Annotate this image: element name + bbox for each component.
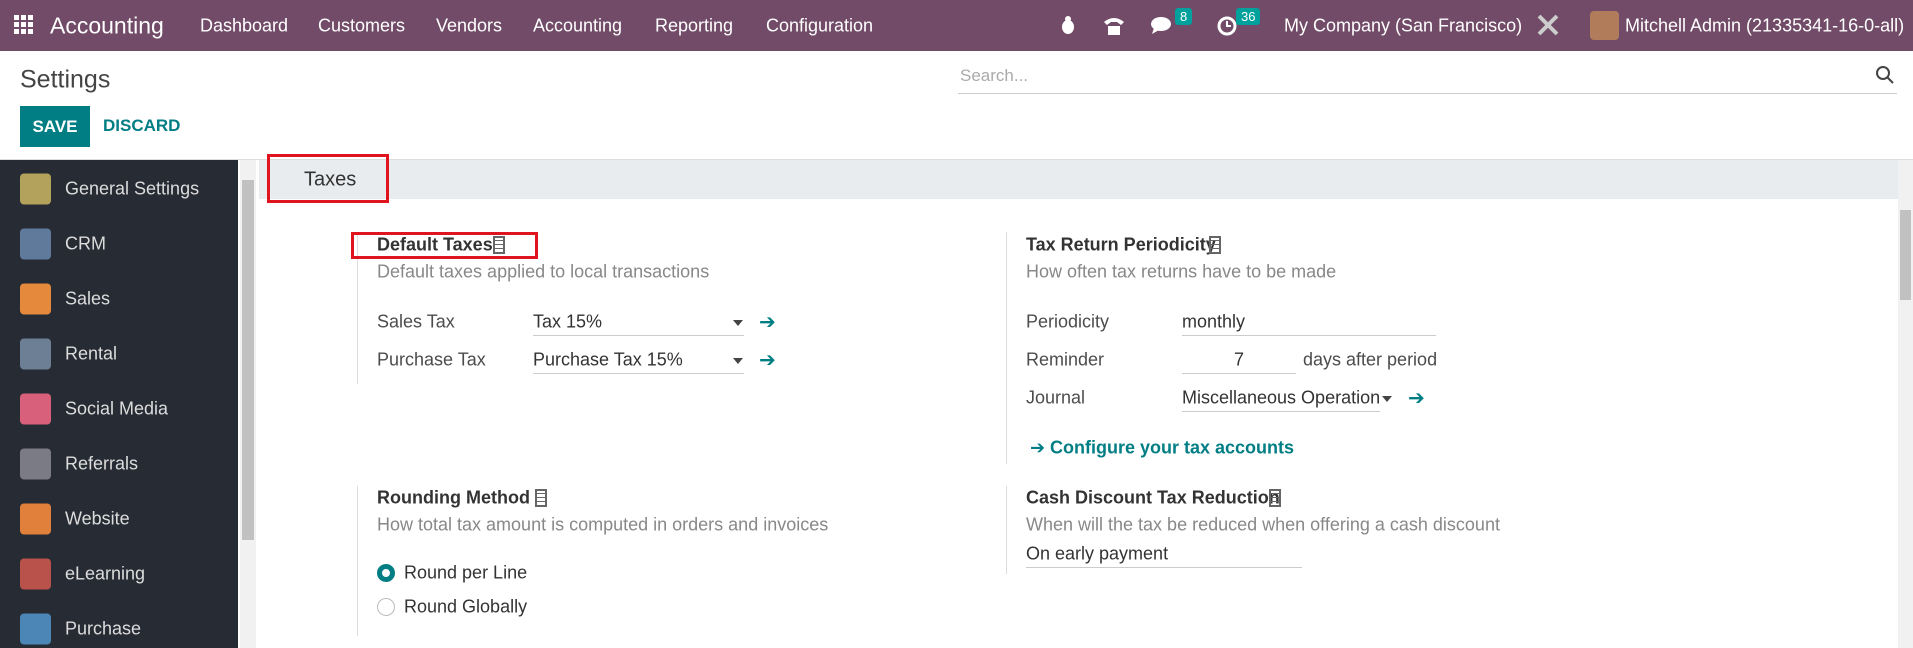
setting-border [1006, 486, 1007, 574]
sidebar-item[interactable]: Purchase [65, 618, 142, 639]
search-box[interactable]: Search... [958, 59, 1897, 94]
menu-item[interactable]: Reporting [655, 15, 734, 36]
sidebar-item[interactable]: eLearning [65, 563, 146, 584]
field-suffix: days after period [1303, 349, 1438, 370]
setting-border [1006, 232, 1007, 464]
radio-button[interactable] [377, 564, 395, 582]
company-switcher[interactable]: My Company (San Francisco) [1284, 15, 1523, 36]
open-record-arrow[interactable]: ➔ [759, 311, 776, 334]
field-label: Purchase Tax [377, 349, 486, 370]
setting-description: How total tax amount is computed in orde… [377, 514, 829, 535]
field-value: On early payment [1026, 543, 1169, 564]
app-name[interactable]: Accounting [50, 12, 164, 39]
menu-item[interactable]: Customers [318, 15, 406, 36]
menu-item[interactable]: Dashboard [200, 15, 289, 36]
apps-menu-icon[interactable] [14, 15, 34, 35]
activities-icon[interactable] [1216, 15, 1238, 37]
field-label: Reminder [1026, 349, 1105, 370]
tax-field[interactable]: Purchase Tax 15% [533, 347, 744, 374]
journal-field[interactable]: Miscellaneous Operations [1182, 385, 1393, 412]
search-icon[interactable] [1875, 65, 1895, 85]
page-title: Settings [20, 65, 111, 94]
app-icon [20, 338, 51, 370]
user-avatar[interactable] [1590, 11, 1619, 40]
divider [0, 159, 1913, 160]
app-icon [20, 613, 51, 645]
periodicity-field[interactable]: monthly [1182, 309, 1436, 336]
sidebar-item[interactable]: Website [65, 508, 130, 529]
sidebar-item[interactable]: Rental [65, 343, 118, 364]
radio-button[interactable] [377, 598, 395, 616]
dropdown-caret[interactable] [733, 320, 743, 326]
dropdown-caret[interactable] [1382, 396, 1392, 402]
company-icon [1209, 236, 1221, 254]
setting-title: Tax Return Periodicity [1026, 234, 1216, 255]
setting-description: How often tax returns have to be made [1026, 261, 1337, 282]
user-menu[interactable]: Mitchell Admin (21335341-16-0-all) [1625, 15, 1905, 36]
configure-link[interactable]: Configure your tax accounts [1050, 437, 1295, 458]
activities-badge: 36 [1236, 8, 1261, 25]
section-header [259, 160, 1898, 199]
company-icon [535, 489, 547, 507]
app-icon [20, 503, 51, 535]
debug-icon[interactable] [1058, 14, 1078, 36]
field-value: Purchase Tax 15% [533, 349, 683, 370]
phone-icon[interactable] [1102, 14, 1126, 36]
section-title: Taxes [304, 168, 357, 191]
reminder-field[interactable]: 7 [1182, 347, 1296, 374]
setting-border [357, 232, 358, 384]
app-icon [20, 558, 51, 590]
cash-discount-field[interactable]: On early payment [1026, 541, 1302, 568]
setting-description: Default taxes applied to local transacti… [377, 261, 710, 282]
sidebar-item[interactable]: Social Media [65, 398, 169, 419]
setting-title: Default Taxes [377, 234, 493, 255]
sidebar-item[interactable]: Sales [65, 288, 111, 309]
radio-label: Round Globally [404, 596, 528, 617]
menu-item[interactable]: Accounting [533, 15, 623, 36]
tax-field[interactable]: Tax 15% [533, 309, 744, 336]
sidebar: General Settings CRM Sales Rental Social Med… [0, 160, 238, 648]
tools-icon[interactable] [1536, 13, 1560, 37]
field-value: Tax 15% [533, 311, 603, 332]
search-placeholder: Search... [960, 66, 1029, 85]
field-label: Periodicity [1026, 311, 1110, 332]
highlight-box [351, 232, 538, 259]
setting-description: When will the tax be reduced when offeri… [1026, 514, 1500, 535]
setting-border [357, 486, 358, 636]
dropdown-caret[interactable] [733, 358, 743, 364]
discard-button[interactable]: DISCARD [103, 116, 181, 135]
field-label: Sales Tax [377, 311, 455, 332]
setting-title: Cash Discount Tax Reduction [1026, 487, 1280, 508]
setting-title: Rounding Method [377, 487, 530, 508]
field-value: monthly [1182, 311, 1246, 332]
field-value: 7 [1233, 349, 1245, 370]
app-icon [20, 393, 51, 425]
field-value: Miscellaneous Operations [1182, 387, 1390, 408]
app-icon [20, 173, 51, 205]
radio-label: Round per Line [404, 562, 528, 583]
sidebar-item[interactable]: CRM [65, 233, 106, 254]
navbar: Accounting 8 36 My Company (San Francisc… [0, 0, 1913, 51]
link-arrow: ➔ [1030, 437, 1046, 458]
field-label: Journal [1026, 387, 1086, 408]
messages-badge: 8 [1175, 8, 1193, 25]
open-record-arrow[interactable]: ➔ [1408, 387, 1425, 410]
company-icon [493, 236, 505, 254]
page-scrollbar [1898, 160, 1913, 648]
app-icon [20, 228, 51, 260]
save-button[interactable]: SAVE [20, 106, 90, 147]
sidebar-scrollbar [240, 160, 256, 648]
open-record-arrow[interactable]: ➔ [759, 349, 776, 372]
app-icon [20, 448, 51, 480]
sidebar-item[interactable]: General Settings [65, 178, 200, 199]
sidebar-item[interactable]: Referrals [65, 453, 139, 474]
app-icon [20, 283, 51, 315]
company-icon [1269, 489, 1281, 507]
menu-item[interactable]: Vendors [436, 15, 503, 36]
menu-item[interactable]: Configuration [766, 15, 874, 36]
highlight-box [267, 154, 389, 203]
messages-icon[interactable] [1150, 15, 1174, 35]
